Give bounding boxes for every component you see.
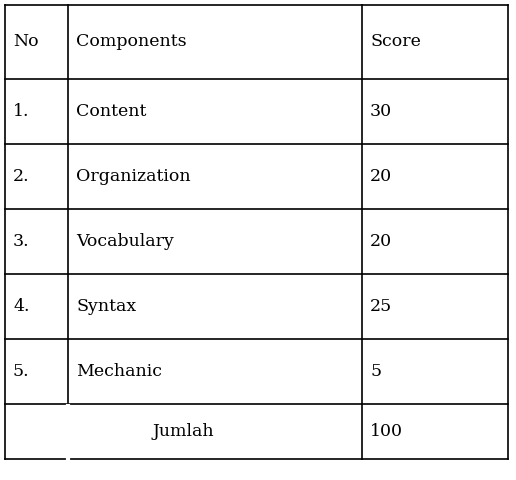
Text: 2.: 2. [13,168,29,185]
Text: Score: Score [370,34,421,50]
Text: 100: 100 [370,423,403,440]
Text: 4.: 4. [13,298,29,315]
Text: 20: 20 [370,233,392,250]
Text: 25: 25 [370,298,392,315]
Text: 5: 5 [370,363,381,380]
Text: Jumlah: Jumlah [153,423,214,440]
Text: 1.: 1. [13,103,29,120]
Text: Vocabulary: Vocabulary [76,233,174,250]
Text: Content: Content [76,103,147,120]
Text: 3.: 3. [13,233,29,250]
Text: 5.: 5. [13,363,29,380]
Text: Mechanic: Mechanic [76,363,162,380]
Text: 20: 20 [370,168,392,185]
Text: Components: Components [76,34,187,50]
Text: Syntax: Syntax [76,298,136,315]
Text: 30: 30 [370,103,392,120]
Text: No: No [13,34,39,50]
Text: Organization: Organization [76,168,190,185]
